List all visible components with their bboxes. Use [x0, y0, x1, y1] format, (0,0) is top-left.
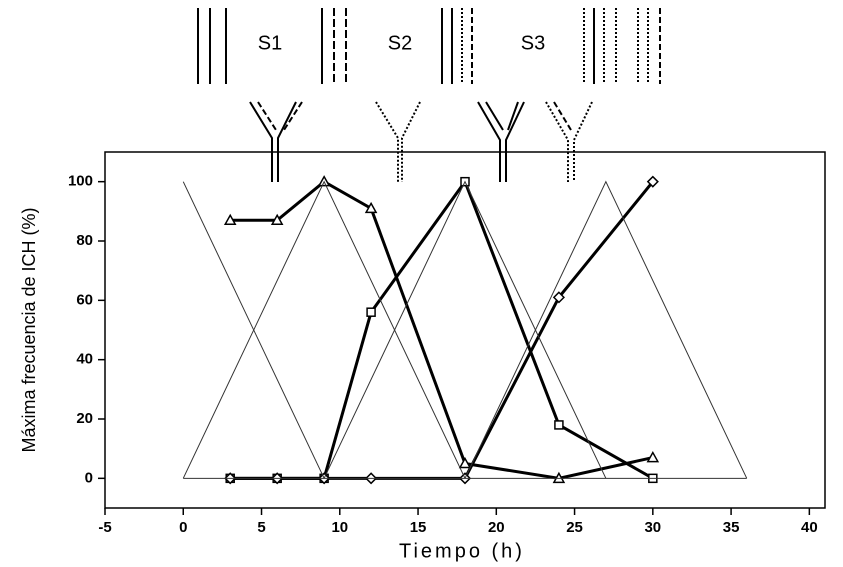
x-tick-label: 40	[801, 519, 818, 536]
y-axis-label: Máxima frecuencia de ICH (%)	[19, 207, 39, 452]
marker	[646, 451, 660, 463]
x-tick-label: 35	[723, 519, 740, 536]
data-line	[230, 179, 654, 480]
annotation: S3	[521, 32, 545, 54]
guide-line	[323, 180, 607, 479]
marker	[552, 471, 566, 484]
x-axis-label: Tiempo (h)	[399, 540, 525, 562]
x-tick-label: 10	[331, 519, 348, 536]
x-tick-label: 5	[257, 519, 265, 536]
y-tick-label: 0	[85, 469, 93, 486]
y-tick-label: 60	[76, 291, 93, 308]
y-tick-label: 100	[68, 173, 93, 190]
x-tick-label: 25	[566, 519, 583, 536]
y-tick-label: 20	[76, 410, 93, 427]
annotation: S2	[388, 32, 412, 54]
x-tick-label: 30	[644, 519, 661, 536]
data-line	[230, 178, 654, 480]
x-tick-label: -5	[98, 519, 111, 536]
marker	[223, 213, 237, 225]
marker	[552, 291, 565, 304]
x-tick-label: 20	[488, 519, 505, 536]
y-tick-label: 40	[76, 351, 93, 368]
marker	[364, 201, 378, 214]
marker	[646, 175, 659, 188]
marker	[270, 213, 284, 225]
y-tick-label: 80	[76, 232, 93, 249]
guide-line	[182, 180, 466, 479]
marker	[554, 420, 564, 430]
guide-line	[464, 180, 748, 479]
data-line	[230, 180, 654, 480]
x-tick-label: 0	[179, 519, 187, 536]
plot-frame	[104, 151, 826, 509]
annotation: S1	[258, 32, 282, 54]
x-tick-label: 15	[410, 519, 427, 536]
marker	[458, 456, 472, 469]
marker	[366, 307, 376, 317]
chromosome-diagrams	[197, 8, 661, 182]
